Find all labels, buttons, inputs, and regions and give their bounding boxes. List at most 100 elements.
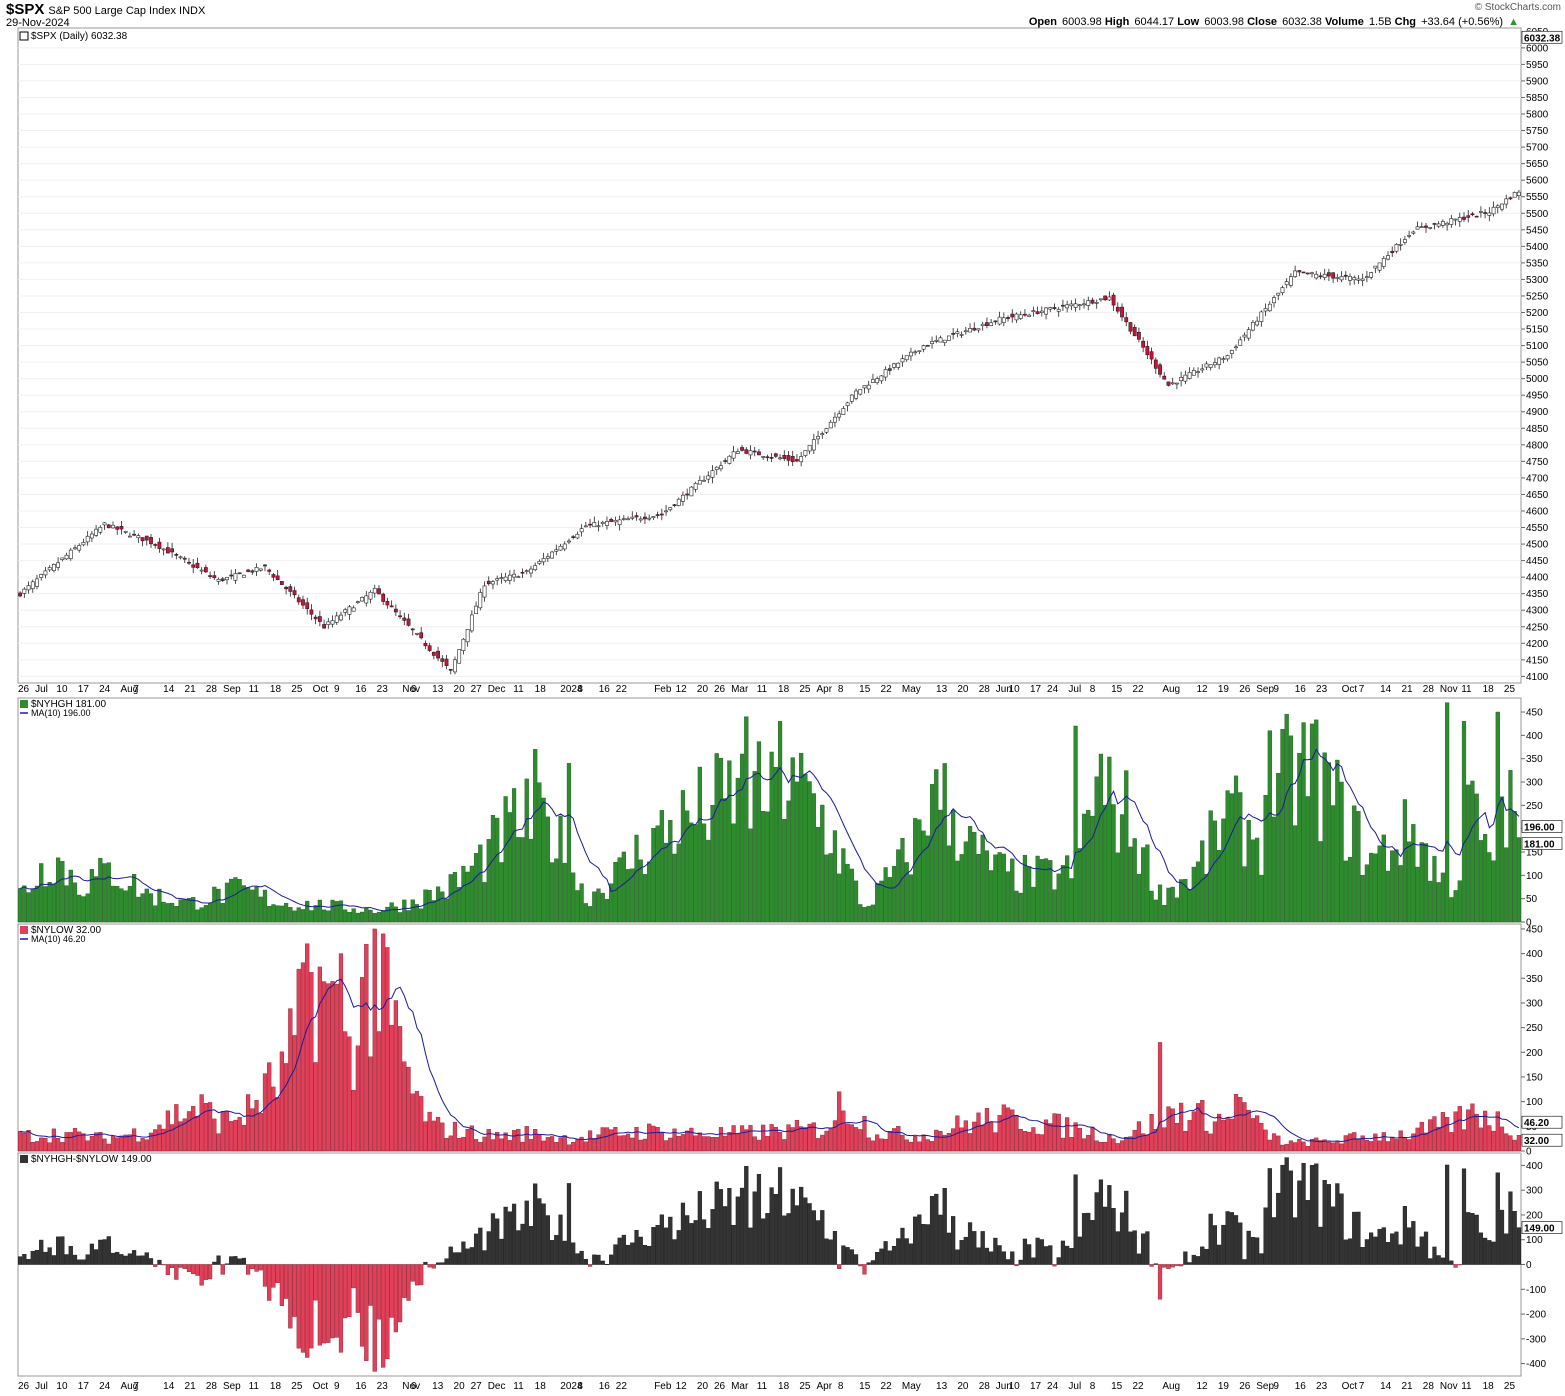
nyhgh-bar xyxy=(976,854,981,923)
net-bar xyxy=(1457,1264,1462,1266)
nyhgh-bar xyxy=(1360,874,1365,923)
net-x-date-label: 16 xyxy=(1295,1381,1307,1392)
price-candle xyxy=(1407,234,1412,237)
nyhgh-bar xyxy=(1233,775,1239,923)
nyhgh-bar xyxy=(469,865,474,923)
nylow-bar xyxy=(1018,1129,1023,1152)
nylow-bar xyxy=(64,1132,69,1152)
nyhgh-bar xyxy=(1297,753,1302,923)
price-candle xyxy=(1149,351,1154,360)
net-bar xyxy=(989,1251,994,1265)
price-candle xyxy=(1440,221,1445,226)
price-candle xyxy=(1512,192,1517,198)
price-candle xyxy=(330,620,335,625)
nylow-bar xyxy=(900,1134,905,1152)
net-bar xyxy=(389,1264,394,1318)
nyhgh-axis-tick-label: 50 xyxy=(1526,894,1538,905)
price-candle xyxy=(47,567,52,571)
nylow-bar xyxy=(1048,1123,1053,1152)
price-x-date-label: 19 xyxy=(1218,684,1230,695)
net-bar xyxy=(1233,1215,1239,1265)
price-candle xyxy=(81,542,86,546)
net-bar xyxy=(1195,1256,1201,1265)
price-candle xyxy=(1432,223,1437,225)
price-x-date-label: 11 xyxy=(513,684,524,695)
price-candle xyxy=(1179,377,1184,382)
nyhgh-bar xyxy=(1318,841,1323,923)
nylow-bar xyxy=(271,1086,276,1152)
nylow-bar xyxy=(1153,1129,1158,1152)
net-bar xyxy=(680,1202,686,1265)
price-candle xyxy=(1516,191,1521,197)
nylow-bar xyxy=(423,1121,428,1152)
nylow-bar xyxy=(1491,1130,1496,1152)
nylow-bar xyxy=(1229,1118,1234,1152)
nylow-bar xyxy=(663,1140,669,1152)
nyhgh-bar xyxy=(1052,889,1057,923)
nyhgh-bar xyxy=(647,861,652,923)
price-candle xyxy=(1204,363,1209,368)
nyhgh-bar xyxy=(887,877,892,923)
price-candle xyxy=(588,523,592,526)
nylow-bar xyxy=(769,1124,774,1152)
nylow-bar xyxy=(541,1140,546,1152)
price-x-date-label: 22 xyxy=(1132,684,1144,695)
net-bar xyxy=(659,1214,664,1265)
net-bar xyxy=(34,1250,40,1265)
price-candle xyxy=(811,439,816,451)
price-candle xyxy=(1111,294,1116,306)
price-candle xyxy=(1094,302,1099,304)
nyhgh-bar xyxy=(951,809,956,923)
nyhgh-bar xyxy=(457,887,462,923)
net-x-date-label: 18 xyxy=(270,1381,282,1392)
net-bar xyxy=(161,1264,166,1266)
nylow-bar xyxy=(26,1130,31,1152)
net-axis-tick-label: -400 xyxy=(1526,1359,1546,1370)
net-bar xyxy=(1001,1251,1006,1265)
price-axis-tick-label: 4700 xyxy=(1526,473,1549,484)
nyhgh-bar xyxy=(72,882,78,923)
price-candle xyxy=(469,614,474,632)
nyhgh-bar xyxy=(942,763,947,923)
nylow-bar xyxy=(1001,1104,1006,1152)
net-bar xyxy=(279,1264,284,1306)
nyhgh-bar xyxy=(1195,861,1201,923)
nyhgh-bar xyxy=(697,766,702,923)
nylow-bar xyxy=(1077,1127,1082,1152)
price-candle xyxy=(1411,231,1416,234)
nylow-bar xyxy=(250,1108,255,1152)
net-bar xyxy=(879,1248,884,1265)
nyhgh-bar xyxy=(68,869,73,923)
net-bar xyxy=(811,1210,816,1265)
nylow-bar xyxy=(1516,1135,1521,1152)
price-candle xyxy=(149,537,153,545)
price-candle xyxy=(1301,271,1306,274)
price-candle xyxy=(1023,313,1027,316)
nylow-bar xyxy=(883,1139,888,1152)
price-candle xyxy=(989,322,994,326)
nylow-bar xyxy=(1060,1137,1066,1152)
price-candle xyxy=(892,363,896,368)
nylow-bar xyxy=(1010,1109,1015,1152)
price-candle xyxy=(271,574,276,578)
net-x-date-label: 2024 xyxy=(560,1381,583,1392)
net-bar xyxy=(1187,1262,1192,1265)
nyhgh-axis-tick-label: 300 xyxy=(1526,778,1543,789)
nylow-bar xyxy=(1065,1117,1070,1152)
nylow-bar xyxy=(1415,1127,1420,1152)
net-bar xyxy=(123,1255,128,1265)
nylow-bar xyxy=(524,1126,529,1152)
price-candle xyxy=(503,576,508,581)
nylow-bar xyxy=(638,1139,643,1152)
price-x-date-label: 12 xyxy=(1196,684,1208,695)
net-bar xyxy=(178,1264,183,1268)
price-candle xyxy=(913,351,918,354)
nyhgh-bar xyxy=(364,907,369,923)
price-axis-tick-label: 5000 xyxy=(1526,374,1549,385)
price-candle xyxy=(512,573,516,578)
net-bar xyxy=(972,1231,977,1265)
nylow-bar xyxy=(275,1097,280,1152)
net-bar xyxy=(402,1264,407,1298)
net-bar xyxy=(596,1254,601,1265)
price-candle xyxy=(1229,350,1234,354)
